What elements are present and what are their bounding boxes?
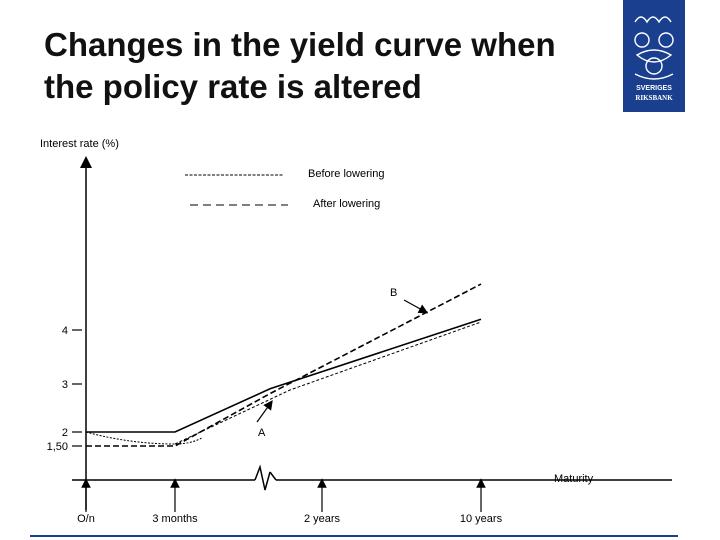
footer-rule bbox=[30, 535, 678, 537]
page-title: Changes in the yield curve when the poli… bbox=[44, 24, 624, 108]
x-axis-label: Maturity bbox=[554, 473, 594, 485]
x-axis-break-icon bbox=[254, 464, 271, 491]
x-tick-label: O/n bbox=[77, 513, 95, 525]
x-tick-label: 3 months bbox=[152, 513, 198, 525]
series-after-line bbox=[86, 283, 482, 447]
annotation-a-arrow bbox=[256, 400, 273, 423]
transition-curve-long bbox=[174, 321, 482, 445]
annotation-a: A bbox=[258, 427, 266, 439]
y-axis-label: Interest rate (%) bbox=[40, 138, 119, 150]
legend-before-label: Before lowering bbox=[308, 168, 384, 180]
x-axis-break-join bbox=[269, 471, 277, 481]
annotation-b-arrow bbox=[403, 299, 429, 314]
annotation-b: B bbox=[390, 287, 397, 299]
y-tick-label: 1,50 bbox=[47, 441, 68, 453]
y-tick-label: 2 bbox=[62, 427, 68, 439]
x-tick-label: 10 years bbox=[460, 513, 503, 525]
legend-after-label: After lowering bbox=[313, 198, 380, 210]
title-line-1: Changes in the yield curve when bbox=[44, 26, 556, 63]
y-tick-label: 4 bbox=[62, 325, 68, 337]
series-before-line bbox=[86, 318, 482, 433]
y-tick-label: 3 bbox=[62, 379, 68, 391]
riksbank-logo: SVERIGES RIKSBANK bbox=[623, 0, 685, 112]
logo-text-1: SVERIGES bbox=[636, 85, 672, 92]
transition-curve-fine bbox=[85, 431, 203, 445]
x-tick-label: 2 years bbox=[304, 513, 341, 525]
title-line-2: the policy rate is altered bbox=[44, 68, 422, 105]
logo-text-2: RIKSBANK bbox=[635, 94, 673, 102]
